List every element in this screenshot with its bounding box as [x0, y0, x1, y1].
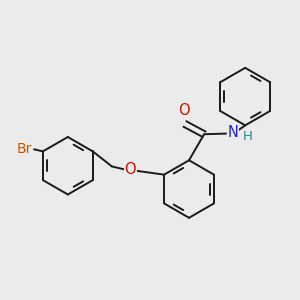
- Text: Br: Br: [16, 142, 32, 156]
- Text: O: O: [124, 162, 136, 177]
- Text: H: H: [242, 130, 252, 143]
- Text: N: N: [227, 125, 238, 140]
- Text: O: O: [178, 103, 189, 118]
